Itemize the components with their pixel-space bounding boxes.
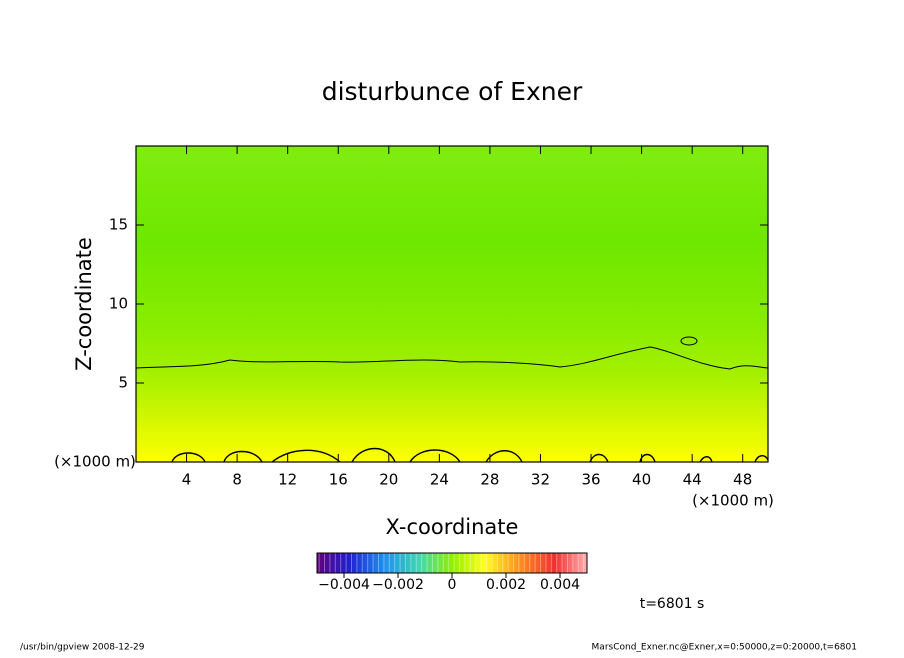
y-tick-label: 10 — [109, 295, 128, 313]
field — [136, 146, 768, 462]
footer: /usr/bin/gpview 2008-12-29 — [20, 643, 145, 653]
colorbar-tick-label: −0.004 — [318, 577, 370, 593]
colorbar-tick-label: 0 — [448, 577, 457, 593]
y-axis-label: Z-coordinate — [72, 237, 96, 371]
y-tick-label: 5 — [118, 374, 128, 392]
footer: MarsCond_Exner.nc@Exner,x=0:50000,z=0:20… — [592, 643, 857, 653]
contour — [171, 447, 769, 463]
colorbar-tick-label: −0.002 — [372, 577, 424, 593]
x-tick-label: 8 — [232, 471, 242, 489]
x-tick-label: 4 — [182, 471, 192, 489]
x-tick-label: 32 — [531, 471, 550, 489]
x-tick-label: 16 — [329, 471, 348, 489]
contour — [135, 346, 769, 370]
x-tick-label: 12 — [278, 471, 297, 489]
colorbar-tick-label: 0.004 — [540, 577, 580, 593]
x-tick-label: 20 — [379, 471, 398, 489]
x-tick-label: 48 — [733, 471, 752, 489]
time-label: t=6801 s — [640, 596, 705, 612]
x-tick-label: 24 — [430, 471, 449, 489]
x-tick-label: 40 — [632, 471, 651, 489]
x-axis-label: X-coordinate — [386, 515, 519, 539]
x-unit: (×1000 m) — [692, 492, 774, 510]
x-unit: (×1000 m) — [54, 453, 136, 471]
chart-title: disturbunce of Exner — [322, 77, 583, 106]
x-tick-label: 36 — [581, 471, 600, 489]
x-tick-label: 28 — [480, 471, 499, 489]
contour — [680, 336, 698, 346]
x-tick-label: 44 — [683, 471, 702, 489]
colorbar-frame — [316, 552, 588, 574]
colorbar-tick-label: 0.002 — [486, 577, 526, 593]
y-tick-label: 15 — [109, 216, 128, 234]
